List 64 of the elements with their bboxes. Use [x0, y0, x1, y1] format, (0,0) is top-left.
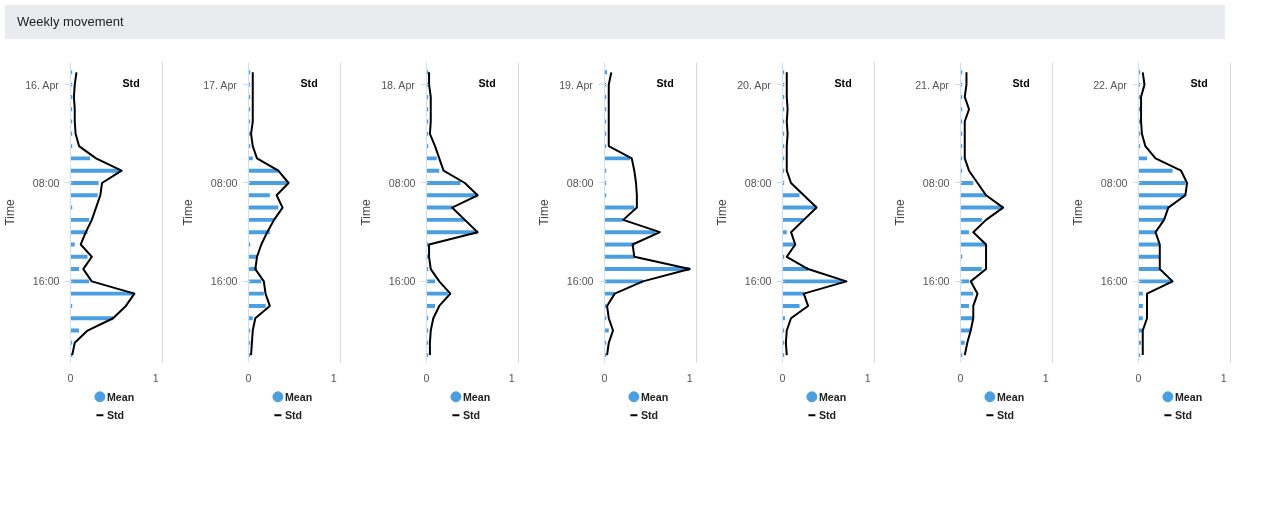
annotation: Std — [122, 76, 140, 89]
y-tick-label: 08:00 — [210, 176, 238, 189]
y-tick-label: 08:00 — [1100, 176, 1128, 189]
x-tick-label: 1 — [864, 371, 871, 384]
y-axis-title: Time — [359, 199, 374, 226]
legend-label: Mean — [818, 390, 847, 403]
legend-label: Mean — [284, 390, 313, 403]
y-tick-label: 16:00 — [32, 275, 60, 288]
y-tick-label: 21. Apr — [915, 78, 950, 91]
legend-label: Mean — [640, 390, 669, 403]
y-tick-label: 16:00 — [566, 275, 594, 288]
x-tick-label: 0 — [423, 371, 430, 384]
y-tick-label: 18. Apr — [381, 78, 416, 91]
legend-label: Mean — [106, 390, 135, 403]
y-tick-label: 08:00 — [744, 176, 772, 189]
annotation: Std — [834, 76, 852, 89]
y-tick-label: 17. Apr — [203, 78, 238, 91]
legend-label: Mean — [1174, 390, 1203, 403]
y-tick-label: 16:00 — [1100, 275, 1128, 288]
x-tick-label: 1 — [152, 371, 159, 384]
legend-label: Std — [640, 409, 659, 422]
y-tick-label: 16:00 — [744, 275, 772, 288]
annotation: Std — [1012, 76, 1030, 89]
legend-label: Mean — [462, 390, 491, 403]
x-tick-label: 0 — [245, 371, 252, 384]
y-tick-label: 08:00 — [922, 176, 950, 189]
y-tick-label: 08:00 — [388, 176, 416, 189]
x-tick-label: 0 — [779, 371, 786, 384]
y-tick-label: 16:00 — [922, 275, 950, 288]
legend-label: Std — [996, 409, 1015, 422]
annotation: Std — [478, 76, 496, 89]
annotation: Std — [656, 76, 674, 89]
y-tick-label: 16. Apr — [25, 78, 60, 91]
legend-label: Std — [1174, 409, 1193, 422]
x-tick-label: 0 — [957, 371, 964, 384]
y-tick-label: 20. Apr — [737, 78, 772, 91]
legend-label: Std — [284, 409, 303, 422]
x-tick-label: 0 — [1135, 371, 1142, 384]
legend-label: Std — [106, 409, 125, 422]
y-tick-label: 08:00 — [566, 176, 594, 189]
y-axis-title: Time — [3, 199, 18, 226]
x-tick-label: 1 — [1042, 371, 1049, 384]
y-axis-title: Time — [893, 199, 908, 226]
x-tick-label: 1 — [1220, 371, 1227, 384]
y-axis-title: Time — [181, 199, 196, 226]
y-tick-label: 19. Apr — [559, 78, 594, 91]
x-tick-label: 1 — [330, 371, 337, 384]
legend-label: Std — [818, 409, 837, 422]
y-tick-label: 16:00 — [210, 275, 238, 288]
y-tick-label: 16:00 — [388, 275, 416, 288]
x-tick-label: 0 — [601, 371, 608, 384]
y-axis-title: Time — [715, 199, 730, 226]
chart-title: Weekly movement — [17, 13, 124, 31]
y-axis-title: Time — [537, 199, 552, 226]
x-tick-label: 0 — [67, 371, 74, 384]
legend-label: Mean — [996, 390, 1025, 403]
legend-label: Std — [462, 409, 481, 422]
y-tick-label: 22. Apr — [1093, 78, 1128, 91]
y-axis-title: Time — [1071, 199, 1086, 226]
y-tick-label: 08:00 — [32, 176, 60, 189]
x-tick-label: 1 — [508, 371, 515, 384]
annotation: Std — [1190, 76, 1208, 89]
annotation: Std — [300, 76, 318, 89]
x-tick-label: 1 — [686, 371, 693, 384]
